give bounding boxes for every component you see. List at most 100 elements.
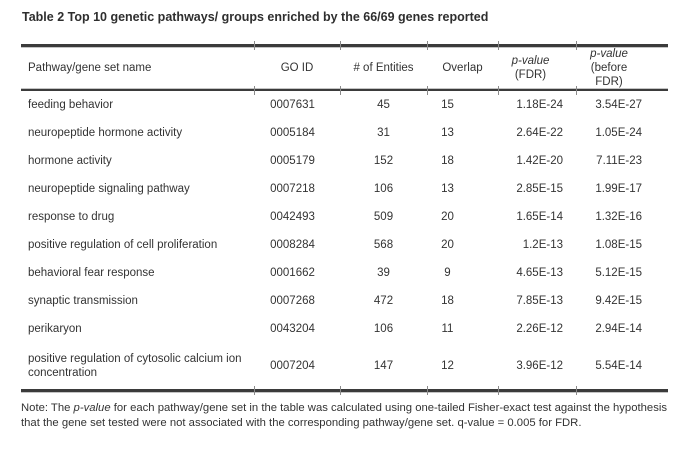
cell-pathway-name: neuropeptide hormone activity: [28, 127, 183, 139]
column-header-go-id: GO ID: [280, 61, 314, 74]
column-divider-tick: [576, 41, 577, 50]
column-divider-tick: [576, 85, 577, 95]
cell-pathway-name: behavioral fear response: [28, 267, 155, 279]
pvalue-fdr-line2: (FDR): [514, 68, 547, 81]
table-row: synaptic transmission 0007268 472 18 7.8…: [21, 287, 668, 315]
column-header-pvalue-before-fdr: p-value (before FDR): [576, 47, 668, 89]
cell-go-id: 0001662: [270, 267, 315, 279]
column-header-entities: # of Entities: [353, 61, 414, 74]
body-table: feeding behavior 0007631 45 15 1.18E-24 …: [21, 91, 668, 389]
note-pvalue-term: p-value: [73, 402, 111, 414]
pvalue-before-fdr-line2: (before FDR): [590, 61, 628, 88]
cell-pvalue-before-fdr: 1.05E-24: [595, 127, 642, 139]
cell-go-id: 0007268: [270, 295, 315, 307]
pvalue-fdr-line1: p-value: [511, 54, 550, 67]
table-title: Table 2 Top 10 genetic pathways/ groups …: [22, 10, 489, 24]
cell-pvalue-before-fdr: 5.54E-14: [595, 360, 642, 372]
cell-overlap: 9: [444, 267, 451, 279]
pvalue-before-fdr-line1: p-value: [590, 47, 628, 60]
cell-go-id: 0007631: [270, 99, 315, 111]
cell-entities: 509: [373, 211, 394, 223]
cell-pathway-name: feeding behavior: [28, 99, 114, 111]
cell-pvalue-fdr: 1.65E-14: [516, 211, 563, 223]
cell-pathway-name: perikaryon: [28, 323, 82, 335]
cell-pvalue-fdr: 2.85E-15: [516, 183, 563, 195]
cell-overlap: 18: [441, 295, 454, 307]
column-divider-tick: [254, 386, 255, 395]
cell-go-id: 0007218: [270, 183, 315, 195]
column-divider-tick: [254, 41, 255, 50]
cell-overlap: 20: [441, 211, 454, 223]
table-row: positive regulation of cell proliferatio…: [21, 231, 668, 259]
cell-pvalue-before-fdr: 1.32E-16: [595, 211, 642, 223]
cell-pvalue-fdr: 1.18E-24: [516, 99, 563, 111]
cell-entities: 568: [373, 239, 394, 251]
column-header-pvalue-fdr: p-value (FDR): [498, 47, 576, 89]
table-row: positive regulation of cytosolic calcium…: [21, 343, 668, 389]
column-divider-tick: [340, 386, 341, 395]
cell-pvalue-before-fdr: 5.12E-15: [595, 267, 642, 279]
cell-entities: 152: [373, 155, 394, 167]
table-row: feeding behavior 0007631 45 15 1.18E-24 …: [21, 91, 668, 119]
column-divider-tick: [340, 41, 341, 50]
cell-pvalue-before-fdr: 1.08E-15: [595, 239, 642, 251]
cell-go-id: 0008284: [270, 239, 315, 251]
table-row: perikaryon 0043204 106 11 2.26E-12 2.94E…: [21, 315, 668, 343]
cell-pathway-name: positive regulation of cytosolic calcium…: [28, 353, 242, 379]
column-divider-tick: [498, 386, 499, 395]
cell-entities: 45: [377, 99, 390, 111]
column-divider-tick: [427, 386, 428, 395]
cell-entities: 106: [373, 183, 394, 195]
cell-pvalue-fdr: 2.64E-22: [516, 127, 563, 139]
table-rule-top: [21, 41, 668, 50]
column-divider-tick: [576, 386, 577, 395]
cell-entities: 39: [377, 267, 390, 279]
column-header-pathway: Pathway/gene set name: [28, 61, 152, 74]
column-divider-tick: [254, 85, 255, 95]
table-rule-header: [21, 85, 668, 95]
cell-pathway-name: response to drug: [28, 211, 115, 223]
cell-overlap: 15: [441, 99, 454, 111]
cell-overlap: 11: [441, 323, 454, 335]
cell-pathway-name: positive regulation of cell proliferatio…: [28, 239, 218, 251]
table-row: neuropeptide signaling pathway 0007218 1…: [21, 175, 668, 203]
table-row: behavioral fear response 0001662 39 9 4.…: [21, 259, 668, 287]
cell-entities: 472: [373, 295, 394, 307]
cell-pvalue-fdr: 1.42E-20: [516, 155, 563, 167]
table-row: hormone activity 0005179 152 18 1.42E-20…: [21, 147, 668, 175]
cell-pvalue-before-fdr: 9.42E-15: [595, 295, 642, 307]
column-divider-tick: [340, 85, 341, 95]
cell-go-id: 0005179: [270, 155, 315, 167]
cell-overlap: 12: [441, 360, 454, 372]
cell-overlap: 13: [441, 127, 454, 139]
table-row: response to drug 0042493 509 20 1.65E-14…: [21, 203, 668, 231]
cell-overlap: 18: [441, 155, 454, 167]
cell-entities: 106: [373, 323, 394, 335]
cell-pvalue-fdr: 7.85E-13: [516, 295, 563, 307]
cell-pvalue-fdr: 3.96E-12: [516, 360, 563, 372]
cell-pathway-name: synaptic transmission: [28, 295, 138, 307]
column-divider-tick: [498, 85, 499, 95]
cell-entities: 31: [377, 127, 390, 139]
table-note: Note: The p-value for each pathway/gene …: [21, 401, 673, 431]
cell-overlap: 13: [441, 183, 454, 195]
header-row: Pathway/gene set name GO ID # of Entitie…: [21, 47, 668, 89]
cell-pvalue-fdr: 4.65E-13: [516, 267, 563, 279]
cell-go-id: 0043204: [270, 323, 315, 335]
table-rule-bottom: [21, 386, 668, 395]
cell-go-id: 0005184: [270, 127, 315, 139]
note-suffix: for each pathway/gene set in the table w…: [21, 402, 667, 430]
cell-entities: 147: [373, 360, 394, 372]
cell-overlap: 20: [441, 239, 454, 251]
pathways-table: Pathway/gene set name GO ID # of Entitie…: [21, 41, 668, 395]
cell-pvalue-before-fdr: 1.99E-17: [595, 183, 642, 195]
cell-go-id: 0042493: [270, 211, 315, 223]
cell-pvalue-before-fdr: 2.94E-14: [595, 323, 642, 335]
column-header-overlap: Overlap: [442, 61, 483, 74]
cell-pvalue-fdr: 2.26E-12: [516, 323, 563, 335]
note-prefix: Note: The: [21, 402, 74, 414]
column-divider-tick: [427, 41, 428, 50]
column-divider-tick: [498, 41, 499, 50]
header-table: Pathway/gene set name GO ID # of Entitie…: [21, 47, 668, 89]
